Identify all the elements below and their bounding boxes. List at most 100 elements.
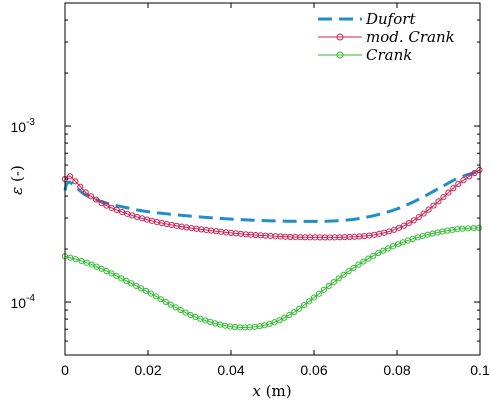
data-point-crank [118,275,125,282]
data-point-crank [375,250,382,257]
y-tick-label: 10-3 [11,117,36,135]
series-layer [61,166,483,331]
legend-marker-crank [336,51,344,59]
data-point-crank [137,285,145,292]
data-point-crank [315,290,323,297]
x-tick-label: 0.08 [383,362,410,378]
data-point-mod-crank [108,204,115,211]
series-line-dufort [63,169,481,223]
data-point-crank [152,293,159,300]
data-point-crank [325,282,332,290]
x-tick-label: 0.04 [217,362,244,378]
x-tick-label: 0.1 [470,362,490,378]
data-point-crank [296,305,303,312]
data-point-crank [182,309,189,316]
data-point-crank [310,294,318,301]
data-point-crank [360,258,367,265]
data-point-mod-crank [435,198,442,205]
legend-label-crank: Crank [366,46,412,64]
data-point-crank [108,270,115,277]
legend-entry-dufort: Dufort [318,10,416,28]
data-point-crank [133,282,140,289]
data-point-crank [475,224,482,231]
y-axis-label-var: ε [8,187,26,195]
data-point-crank [365,255,372,262]
data-point-crank [72,256,79,263]
data-point-crank [320,286,327,293]
data-point-crank [276,317,283,324]
legend-label-mod-crank: mod. Crank [366,28,455,46]
data-point-mod-crank [82,189,89,196]
legend-label-dufort: Dufort [365,10,416,28]
data-point-mod-crank [98,200,105,207]
data-point-crank [162,298,169,306]
data-point-mod-crank [410,217,417,224]
data-point-crank [335,275,342,282]
data-point-mod-crank [87,193,95,200]
x-tick-label: 0 [61,362,69,378]
data-point-mod-crank [445,189,452,196]
data-point-crank [157,296,164,303]
data-point-crank [281,314,288,321]
data-point-crank [345,268,352,275]
data-point-crank [177,306,184,314]
data-point-mod-crank [450,185,457,192]
data-point-mod-crank [93,196,100,203]
data-point-mod-crank [77,183,84,190]
data-point-crank [103,267,110,275]
data-point-crank [172,304,179,311]
data-point-mod-crank [103,202,110,209]
data-point-mod-crank [118,208,126,216]
data-point-crank [113,272,120,279]
data-point-mod-crank [66,173,74,180]
data-point-mod-crank [415,214,422,221]
data-point-crank [459,225,466,232]
data-point-mod-crank [425,206,432,213]
data-point-crank [142,287,150,295]
legend-marker-mod-crank [336,33,344,41]
y-tick-label: 10-4 [11,293,36,311]
y-axis-label-unit: (-) [8,165,26,187]
data-point-mod-crank [440,194,447,201]
data-point-crank [187,311,194,318]
data-point-crank [301,302,308,309]
data-point-crank [128,280,135,287]
data-point-mod-crank [400,222,408,229]
x-tick-label: 0.02 [134,362,161,378]
data-point-crank [330,279,337,286]
data-point-crank [147,290,155,297]
data-point-mod-crank [395,224,403,231]
data-point-crank [98,265,105,272]
data-point-mod-crank [460,177,467,184]
data-point-crank [67,254,74,261]
data-point-crank [93,263,100,270]
legend-entry-mod-crank: mod. Crank [318,28,455,46]
data-point-crank [291,308,298,316]
data-point-mod-crank [430,202,437,209]
data-point-crank [78,257,85,265]
y-axis-label: ε (-) [8,165,26,195]
legend: Dufort mod. Crank Crank [318,10,455,64]
data-point-mod-crank [420,210,427,217]
data-point-crank [286,311,293,319]
data-point-mod-crank [72,178,79,185]
x-axis-label: x (m) [252,382,291,400]
data-point-crank [123,277,130,284]
tick-layer: 0 0.02 0.04 0.06 0.08 0.1 10-4 10-3 [11,3,490,378]
data-point-crank [340,271,347,278]
data-point-mod-crank [476,166,483,174]
x-axis-label-unit: (m) [261,382,292,400]
legend-entry-crank: Crank [318,46,412,64]
data-point-crank [350,264,357,271]
data-point-crank [355,261,362,268]
x-tick-label: 0.06 [300,362,327,378]
data-point-crank [167,301,174,308]
data-point-crank [88,261,95,268]
data-point-crank [305,298,313,305]
data-point-mod-crank [455,180,462,188]
data-point-mod-crank [405,220,412,227]
plot-area [65,3,480,355]
data-point-crank [271,319,278,326]
data-point-crank [385,245,392,252]
